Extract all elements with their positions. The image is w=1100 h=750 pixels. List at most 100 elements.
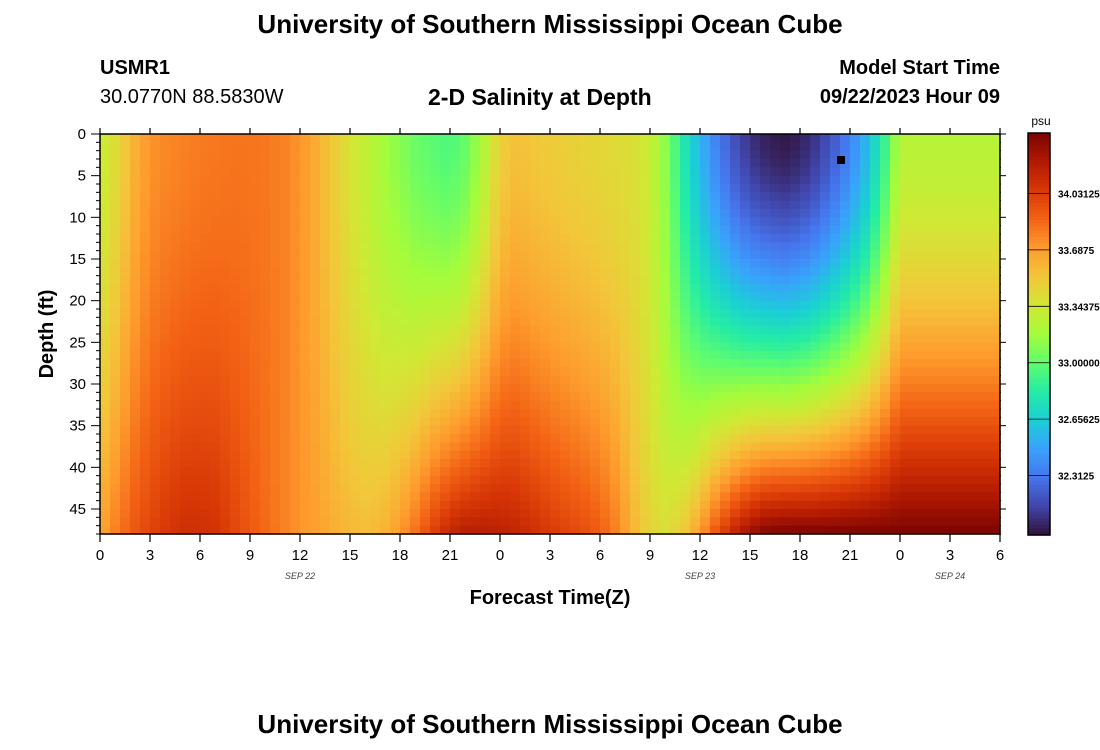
heatmap-cell	[570, 250, 581, 260]
heatmap-cell	[110, 250, 121, 260]
heatmap-cell	[910, 492, 921, 502]
heatmap-cell	[420, 500, 431, 510]
heatmap-cell	[820, 392, 831, 402]
heatmap-cell	[950, 434, 961, 443]
heatmap-cell	[440, 442, 451, 452]
heatmap-cell	[260, 242, 271, 252]
heatmap-cell	[260, 259, 271, 268]
heatmap-cell	[180, 434, 191, 443]
heatmap-cell	[460, 259, 471, 268]
heatmap-cell	[260, 325, 271, 335]
heatmap-cell	[630, 159, 641, 168]
heatmap-cell	[890, 284, 901, 293]
heatmap-cell	[130, 217, 141, 227]
heatmap-cell	[550, 417, 561, 427]
heatmap-cell	[730, 375, 741, 385]
heatmap-cell	[650, 334, 661, 343]
heatmap-cell	[500, 250, 511, 260]
heatmap-cell	[990, 517, 1001, 527]
heatmap-cell	[650, 200, 661, 210]
heatmap-cell	[710, 175, 721, 185]
heatmap-cell	[940, 175, 951, 185]
heatmap-cell	[520, 250, 531, 260]
heatmap-cell	[160, 425, 171, 435]
heatmap-cell	[620, 475, 631, 485]
heatmap-cell	[550, 167, 561, 177]
heatmap-cell	[240, 400, 251, 410]
heatmap-cell	[990, 509, 1001, 518]
heatmap-cell	[780, 175, 791, 185]
colorbar-tick-label: 33.6875	[1058, 246, 1095, 257]
heatmap-cell	[220, 325, 231, 335]
heatmap-cell	[500, 409, 511, 418]
heatmap-cell	[990, 375, 1001, 385]
heatmap-cell	[570, 134, 581, 143]
heatmap-cell	[430, 434, 441, 443]
heatmap-cell	[740, 400, 751, 410]
heatmap-cell	[370, 192, 381, 202]
heatmap-cell	[570, 267, 581, 277]
heatmap-cell	[450, 284, 461, 293]
heatmap-cell	[560, 267, 571, 277]
heatmap-cell	[220, 150, 231, 160]
heatmap-cell	[310, 492, 321, 502]
heatmap-cell	[770, 442, 781, 452]
heatmap-cell	[270, 409, 281, 418]
heatmap-cell	[370, 325, 381, 335]
heatmap-cell	[770, 184, 781, 193]
heatmap-cell	[370, 200, 381, 210]
heatmap-cell	[140, 150, 151, 160]
heatmap-cell	[840, 450, 851, 460]
heatmap-cell	[390, 350, 401, 360]
heatmap-cell	[890, 492, 901, 502]
heatmap-cell	[570, 150, 581, 160]
heatmap-cell	[960, 284, 971, 293]
heatmap-cell	[670, 284, 681, 293]
heatmap-cell	[900, 267, 911, 277]
heatmap-cell	[660, 342, 671, 352]
heatmap-cell	[660, 142, 671, 152]
heatmap-cell	[190, 500, 201, 510]
heatmap-cell	[720, 159, 731, 168]
heatmap-cell	[420, 434, 431, 443]
heatmap-cell	[450, 275, 461, 285]
heatmap-cell	[280, 250, 291, 260]
heatmap-cell	[910, 450, 921, 460]
heatmap-cell	[760, 425, 771, 435]
colorbar-swatch	[1028, 320, 1050, 325]
heatmap-cell	[500, 500, 511, 510]
heatmap-cell	[930, 200, 941, 210]
heatmap-cell	[410, 209, 421, 218]
heatmap-cell	[610, 384, 621, 393]
heatmap-cell	[600, 209, 611, 218]
heatmap-cell	[950, 200, 961, 210]
heatmap-cell	[240, 234, 251, 243]
heatmap-cell	[930, 317, 941, 327]
heatmap-cell	[420, 392, 431, 402]
heatmap-cell	[680, 150, 691, 160]
x-tick-label: 0	[496, 547, 504, 564]
heatmap-cell	[970, 350, 981, 360]
heatmap-cell	[420, 134, 431, 143]
heatmap-cell	[670, 384, 681, 393]
heatmap-cell	[580, 200, 591, 210]
heatmap-cell	[450, 367, 461, 377]
heatmap-cell	[730, 525, 741, 535]
heatmap-cell	[890, 167, 901, 177]
colorbar-swatch	[1028, 441, 1050, 446]
heatmap-cell	[340, 134, 351, 143]
heatmap-cell	[360, 275, 371, 285]
heatmap-cell	[760, 492, 771, 502]
heatmap-cell	[370, 492, 381, 502]
heatmap-cell	[800, 284, 811, 293]
heatmap-cell	[360, 459, 371, 468]
heatmap-cell	[750, 350, 761, 360]
colorbar-unit: psu	[1031, 114, 1050, 128]
x-tick-label: 6	[596, 547, 604, 564]
heatmap-cell	[310, 409, 321, 418]
heatmap-cell	[310, 225, 321, 235]
heatmap-cell	[580, 234, 591, 243]
heatmap-cell	[930, 150, 941, 160]
heatmap-cell	[190, 309, 201, 318]
heatmap-cell	[530, 250, 541, 260]
